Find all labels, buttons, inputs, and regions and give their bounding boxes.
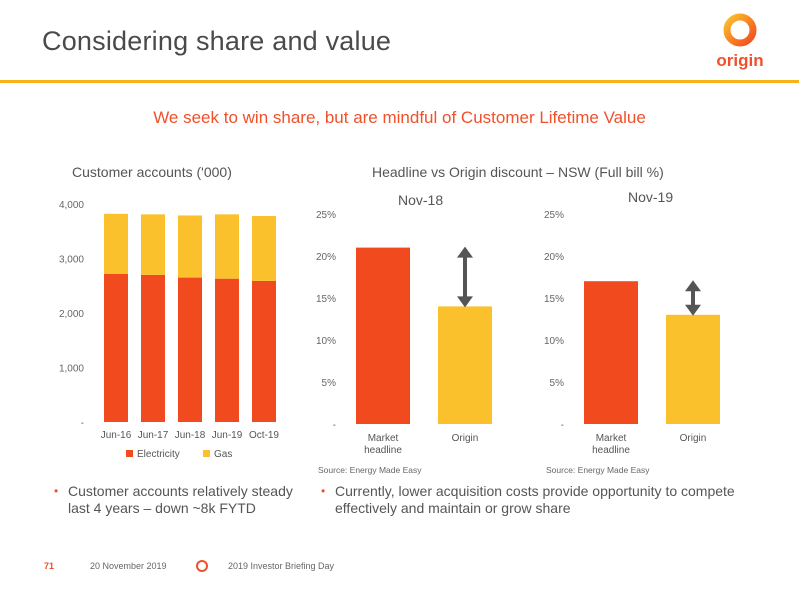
x-tick-label: Jun-19 xyxy=(212,430,243,441)
y-tick-label: 10% xyxy=(544,336,564,347)
page-number: 71 xyxy=(44,561,55,571)
arrow-head-down-icon xyxy=(685,304,701,316)
bar-market-headline xyxy=(584,281,638,424)
bar-market-headline xyxy=(356,247,410,424)
x-tick-label: Origin xyxy=(452,433,479,444)
legend-label-gas: Gas xyxy=(214,449,232,460)
origin-logo: origin xyxy=(716,13,764,70)
left-chart-title: Customer accounts ('000) xyxy=(72,164,232,180)
bar-electricity xyxy=(252,280,276,422)
y-tick-label: 15% xyxy=(316,294,336,305)
bar-electricity xyxy=(141,274,165,422)
bar-gas xyxy=(178,215,202,278)
page-title: Considering share and value xyxy=(42,26,392,56)
y-tick-label: - xyxy=(561,420,564,431)
bullet-dot-icon: • xyxy=(54,484,59,498)
x-tick-label: Jun-18 xyxy=(175,430,206,441)
bar-electricity xyxy=(178,277,202,422)
y-tick-label: - xyxy=(333,420,336,431)
bullet-dot-icon: • xyxy=(321,484,326,498)
y-tick-label: 1,000 xyxy=(59,364,84,375)
bar-gas xyxy=(215,214,239,279)
x-tick-label: headline xyxy=(592,445,630,456)
legend-swatch-gas xyxy=(203,450,210,457)
header-rule xyxy=(0,80,799,83)
y-tick-label: 4,000 xyxy=(59,200,84,211)
brand-wordmark: origin xyxy=(716,51,763,70)
period-nov19: Nov-19 xyxy=(628,189,674,205)
x-tick-label: Market xyxy=(368,433,399,444)
y-tick-label: 2,000 xyxy=(59,309,84,320)
arrow-head-down-icon xyxy=(457,296,473,308)
arrow-head-up-icon xyxy=(685,280,701,292)
y-tick-label: 10% xyxy=(316,336,336,347)
source-nov19: Source: Energy Made Easy xyxy=(546,465,650,475)
bullet-left: • Customer accounts relatively steady la… xyxy=(54,483,293,517)
bullet-right-text: Currently, lower acquisition costs provi… xyxy=(335,483,735,516)
bar-origin xyxy=(438,306,492,424)
y-tick-label: 20% xyxy=(316,252,336,263)
x-tick-label: Market xyxy=(596,433,627,444)
x-tick-label: Jun-17 xyxy=(138,430,169,441)
x-tick-label: Origin xyxy=(680,433,707,444)
source-nov18: Source: Energy Made Easy xyxy=(318,465,422,475)
bar-electricity xyxy=(104,273,128,422)
y-tick-label: 20% xyxy=(544,252,564,263)
legend-swatch-electricity xyxy=(126,450,133,457)
bullet-right: • Currently, lower acquisition costs pro… xyxy=(321,483,765,517)
legend-label-electricity: Electricity xyxy=(137,449,180,460)
origin-ring-icon xyxy=(196,560,208,572)
footer-event: 2019 Investor Briefing Day xyxy=(228,561,335,571)
slide-subtitle: We seek to win share, but are mindful of… xyxy=(153,108,646,127)
x-tick-label: Jun-16 xyxy=(101,430,132,441)
bar-gas xyxy=(141,214,165,275)
x-tick-label: Oct-19 xyxy=(249,430,279,441)
customer-accounts-chart: - 1,000 2,000 3,000 4,000 Jun-16 Jun-17 Jun-18 J… xyxy=(59,200,279,460)
y-tick-label: 5% xyxy=(550,378,565,389)
bar-gas xyxy=(252,215,276,281)
period-nov18: Nov-18 xyxy=(398,192,444,208)
bullet-left-text: Customer accounts relatively steady last… xyxy=(68,483,293,516)
y-tick-label: 3,000 xyxy=(59,255,84,266)
y-tick-label: 25% xyxy=(544,210,564,221)
y-tick-label: 25% xyxy=(316,210,336,221)
x-tick-label: headline xyxy=(364,445,402,456)
y-tick-label: - xyxy=(81,418,84,429)
right-chart-title: Headline vs Origin discount – NSW (Full … xyxy=(372,164,664,180)
y-tick-label: 15% xyxy=(544,294,564,305)
bar-electricity xyxy=(215,278,239,422)
y-tick-label: 5% xyxy=(322,378,337,389)
bar-gas xyxy=(104,213,128,274)
footer-date: 20 November 2019 xyxy=(90,561,167,571)
arrow-head-up-icon xyxy=(457,246,473,258)
bar-origin xyxy=(666,314,720,424)
